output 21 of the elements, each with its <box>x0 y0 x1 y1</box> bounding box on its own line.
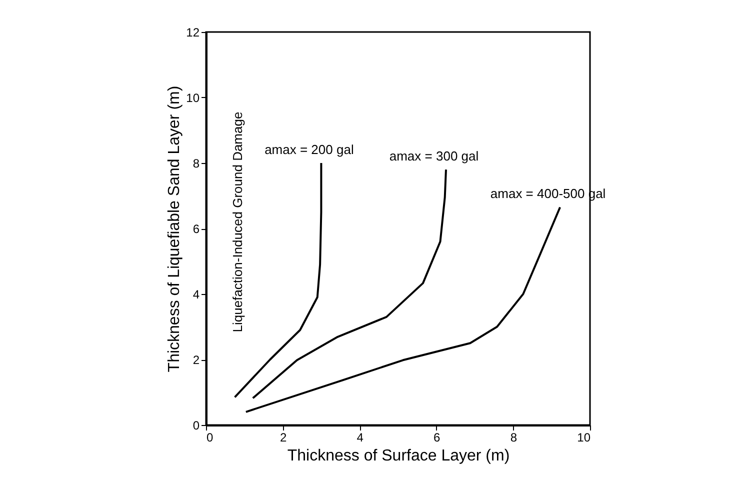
x-tick-label: 10 <box>577 430 591 444</box>
y-tick-label: 4 <box>192 288 200 302</box>
x-tick-label: 6 <box>434 430 441 444</box>
annotation: amax = 300 gal <box>389 148 479 164</box>
x-tick-label: 0 <box>206 430 214 444</box>
y-tick-label: 2 <box>192 353 200 367</box>
y-axis-title: Thickness of Liquefiable Sand Layer (m) <box>166 86 184 372</box>
y-tick-label: 8 <box>192 156 200 170</box>
annotation: amax = 200 gal <box>264 142 354 157</box>
y-tick-label: 0 <box>192 418 200 432</box>
line-series <box>234 162 322 398</box>
x-axis-title: Thickness of Surface Layer (m) <box>287 448 510 464</box>
x-tick-label: 2 <box>280 430 287 444</box>
x-tick-label: 8 <box>510 430 518 444</box>
line-series <box>244 206 562 413</box>
line-series <box>252 168 447 400</box>
x-tick-label: 4 <box>356 430 364 444</box>
y-tick-label: 12 <box>186 26 200 40</box>
y-tick-label: 6 <box>192 222 200 236</box>
annotation: Liquefaction-Induced Ground Damage <box>230 112 245 332</box>
y-tick-label: 10 <box>186 91 200 105</box>
